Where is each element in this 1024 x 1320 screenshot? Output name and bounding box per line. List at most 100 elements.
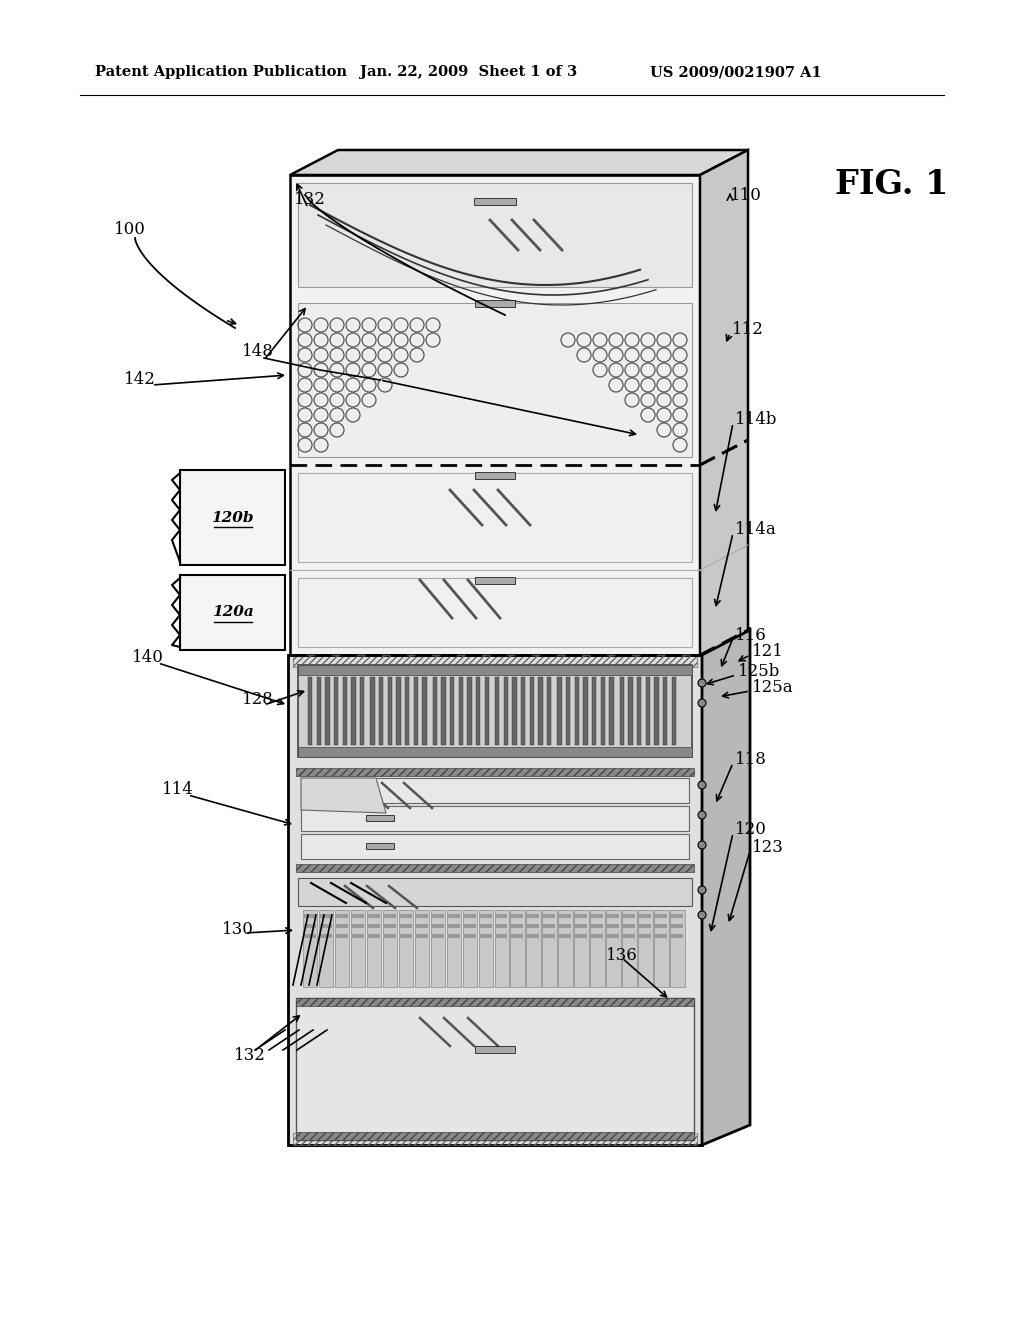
Text: 130: 130 — [222, 921, 254, 939]
Bar — [388, 677, 392, 744]
Circle shape — [698, 781, 706, 789]
Circle shape — [698, 810, 706, 818]
Bar — [336, 935, 348, 939]
Text: 132: 132 — [234, 1047, 266, 1064]
Bar — [352, 924, 364, 928]
Bar — [366, 814, 394, 821]
Bar — [336, 924, 348, 928]
Text: 136: 136 — [606, 946, 638, 964]
Bar — [475, 577, 515, 583]
Bar — [384, 935, 395, 939]
Bar — [334, 677, 338, 744]
Bar — [414, 677, 418, 744]
Bar — [293, 1133, 697, 1144]
Bar — [575, 924, 587, 928]
Bar — [446, 909, 461, 987]
Bar — [432, 935, 443, 939]
Bar — [303, 909, 317, 987]
Bar — [450, 677, 455, 744]
Bar — [351, 677, 355, 744]
Text: 114: 114 — [162, 781, 194, 799]
Bar — [298, 304, 692, 457]
Bar — [293, 655, 697, 667]
Bar — [663, 677, 668, 744]
Bar — [304, 935, 316, 939]
Circle shape — [698, 700, 706, 708]
Bar — [399, 913, 412, 917]
Circle shape — [698, 911, 706, 919]
Bar — [591, 935, 603, 939]
Bar — [351, 909, 366, 987]
Bar — [590, 909, 605, 987]
Bar — [290, 176, 700, 1144]
Bar — [655, 924, 667, 928]
Bar — [566, 677, 570, 744]
Circle shape — [698, 678, 706, 686]
Circle shape — [698, 886, 706, 894]
Bar — [318, 909, 334, 987]
Text: 100: 100 — [114, 222, 146, 239]
Text: 120: 120 — [735, 821, 767, 838]
Bar — [415, 909, 429, 987]
Bar — [575, 935, 587, 939]
Bar — [326, 677, 330, 744]
Bar — [336, 913, 348, 917]
Text: 142: 142 — [124, 371, 156, 388]
Bar — [591, 924, 603, 928]
Text: 120b: 120b — [211, 511, 254, 524]
Bar — [511, 913, 523, 917]
Bar — [521, 677, 525, 744]
Bar — [639, 913, 651, 917]
Bar — [558, 909, 572, 987]
Bar — [559, 913, 571, 917]
Bar — [316, 677, 321, 744]
Bar — [476, 677, 480, 744]
Text: 140: 140 — [132, 649, 164, 667]
Bar — [547, 677, 551, 744]
Bar — [319, 913, 332, 917]
Bar — [296, 865, 694, 873]
Bar — [559, 935, 571, 939]
Bar — [527, 935, 540, 939]
Bar — [319, 935, 332, 939]
Bar — [495, 909, 509, 987]
Bar — [607, 935, 620, 939]
Bar — [296, 998, 694, 1140]
Bar — [298, 665, 692, 675]
Bar — [298, 473, 692, 562]
Text: 114a: 114a — [735, 521, 777, 539]
Bar — [496, 935, 508, 939]
Bar — [629, 677, 633, 744]
Bar — [646, 677, 650, 744]
Bar — [484, 677, 489, 744]
Bar — [672, 677, 676, 744]
Bar — [544, 924, 555, 928]
Bar — [298, 578, 692, 647]
Bar — [416, 924, 428, 928]
Text: 148: 148 — [242, 343, 274, 360]
Bar — [624, 935, 635, 939]
Bar — [620, 677, 624, 744]
Bar — [584, 677, 588, 744]
Bar — [574, 677, 579, 744]
Bar — [301, 777, 689, 803]
Bar — [475, 300, 515, 308]
Bar — [399, 924, 412, 928]
Bar — [512, 677, 517, 744]
Bar — [607, 924, 620, 928]
Bar — [301, 834, 689, 859]
Bar — [459, 677, 463, 744]
Bar — [575, 913, 587, 917]
Bar — [371, 677, 375, 744]
Bar — [671, 913, 683, 917]
Bar — [296, 998, 694, 1006]
Bar — [464, 924, 475, 928]
Bar — [511, 924, 523, 928]
Text: FIG. 1: FIG. 1 — [835, 169, 948, 202]
Bar — [670, 909, 684, 987]
Bar — [559, 924, 571, 928]
Bar — [304, 924, 316, 928]
Bar — [432, 924, 443, 928]
Bar — [379, 677, 383, 744]
Bar — [308, 677, 312, 744]
